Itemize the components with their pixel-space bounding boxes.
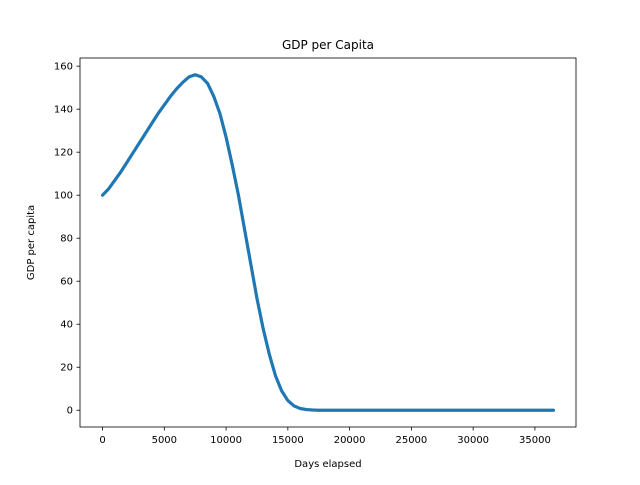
y-tick-label: 60	[60, 277, 73, 288]
x-tick-label: 25000	[395, 435, 427, 446]
axes-frame	[79, 57, 577, 428]
y-axis-label: GDP per capita	[26, 205, 37, 280]
x-axis-label: Days elapsed	[294, 459, 361, 470]
x-tick-label: 5000	[152, 435, 177, 446]
y-axis-ticks: 0 20 40 60 80 100 120 140 160	[54, 62, 80, 417]
y-tick-label: 140	[54, 105, 73, 116]
y-tick-label: 160	[54, 62, 73, 73]
x-axis-ticks: 0 5000 10000 15000 20000 25000 30000 35000	[99, 427, 551, 446]
y-tick-label: 120	[54, 148, 73, 159]
x-tick-label: 30000	[457, 435, 489, 446]
x-tick-label: 0	[99, 435, 105, 446]
y-tick-label: 100	[54, 191, 73, 202]
plot-area	[100, 73, 556, 412]
x-tick-label: 10000	[210, 435, 242, 446]
chart-title: GDP per Capita	[282, 38, 374, 52]
y-tick-label: 40	[60, 320, 73, 331]
y-tick-label: 80	[60, 234, 73, 245]
y-tick-label: 0	[67, 406, 73, 417]
x-tick-label: 20000	[334, 435, 366, 446]
x-tick-label: 15000	[272, 435, 304, 446]
series-line	[100, 73, 556, 412]
x-tick-label: 35000	[519, 435, 551, 446]
y-tick-label: 20	[60, 363, 73, 374]
